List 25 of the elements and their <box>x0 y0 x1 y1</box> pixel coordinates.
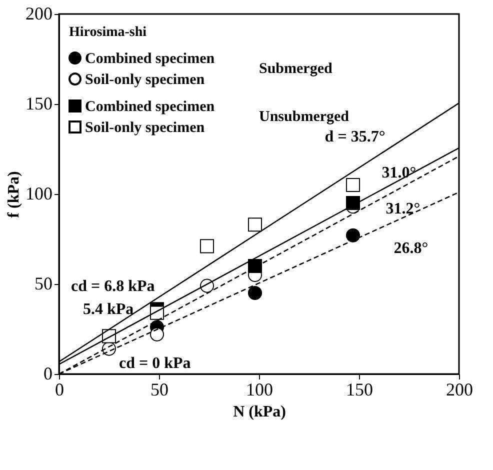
x-tick-label: 200 <box>446 380 473 400</box>
annotation: cd = 0 kPa <box>119 355 191 372</box>
y-tick-label: 100 <box>26 184 52 204</box>
y-tick-label: 150 <box>26 94 52 114</box>
y-tick-label: 0 <box>44 364 52 384</box>
legend-label: Combined specimen <box>85 99 216 115</box>
annotation: 5.4 kPa <box>83 301 134 318</box>
x-tick-label: 50 <box>150 380 168 400</box>
legend-label: Soil-only specimen <box>85 72 206 88</box>
legend-label: Combined specimen <box>85 51 216 67</box>
legend-label: Soil-only specimen <box>85 120 206 136</box>
x-tick-label: 150 <box>346 380 373 400</box>
annotation: d = 35.7° <box>324 128 386 146</box>
annotation: 31.2° <box>386 200 420 218</box>
y-axis-title: f (kPa) <box>6 171 22 218</box>
annotation: Unsubmerged <box>259 109 350 125</box>
y-tick-label: 200 <box>26 4 52 24</box>
legend-title: Hirosima-shi <box>69 25 147 40</box>
annotation: 31.0° <box>382 164 416 182</box>
x-axis-title: N (kPa) <box>233 404 286 420</box>
annotation: Submerged <box>259 61 333 77</box>
annotation: cd = 6.8 kPa <box>71 278 155 295</box>
y-tick-label: 50 <box>34 274 52 294</box>
annotation: 26.8° <box>394 240 428 257</box>
x-tick-label: 100 <box>246 380 273 400</box>
